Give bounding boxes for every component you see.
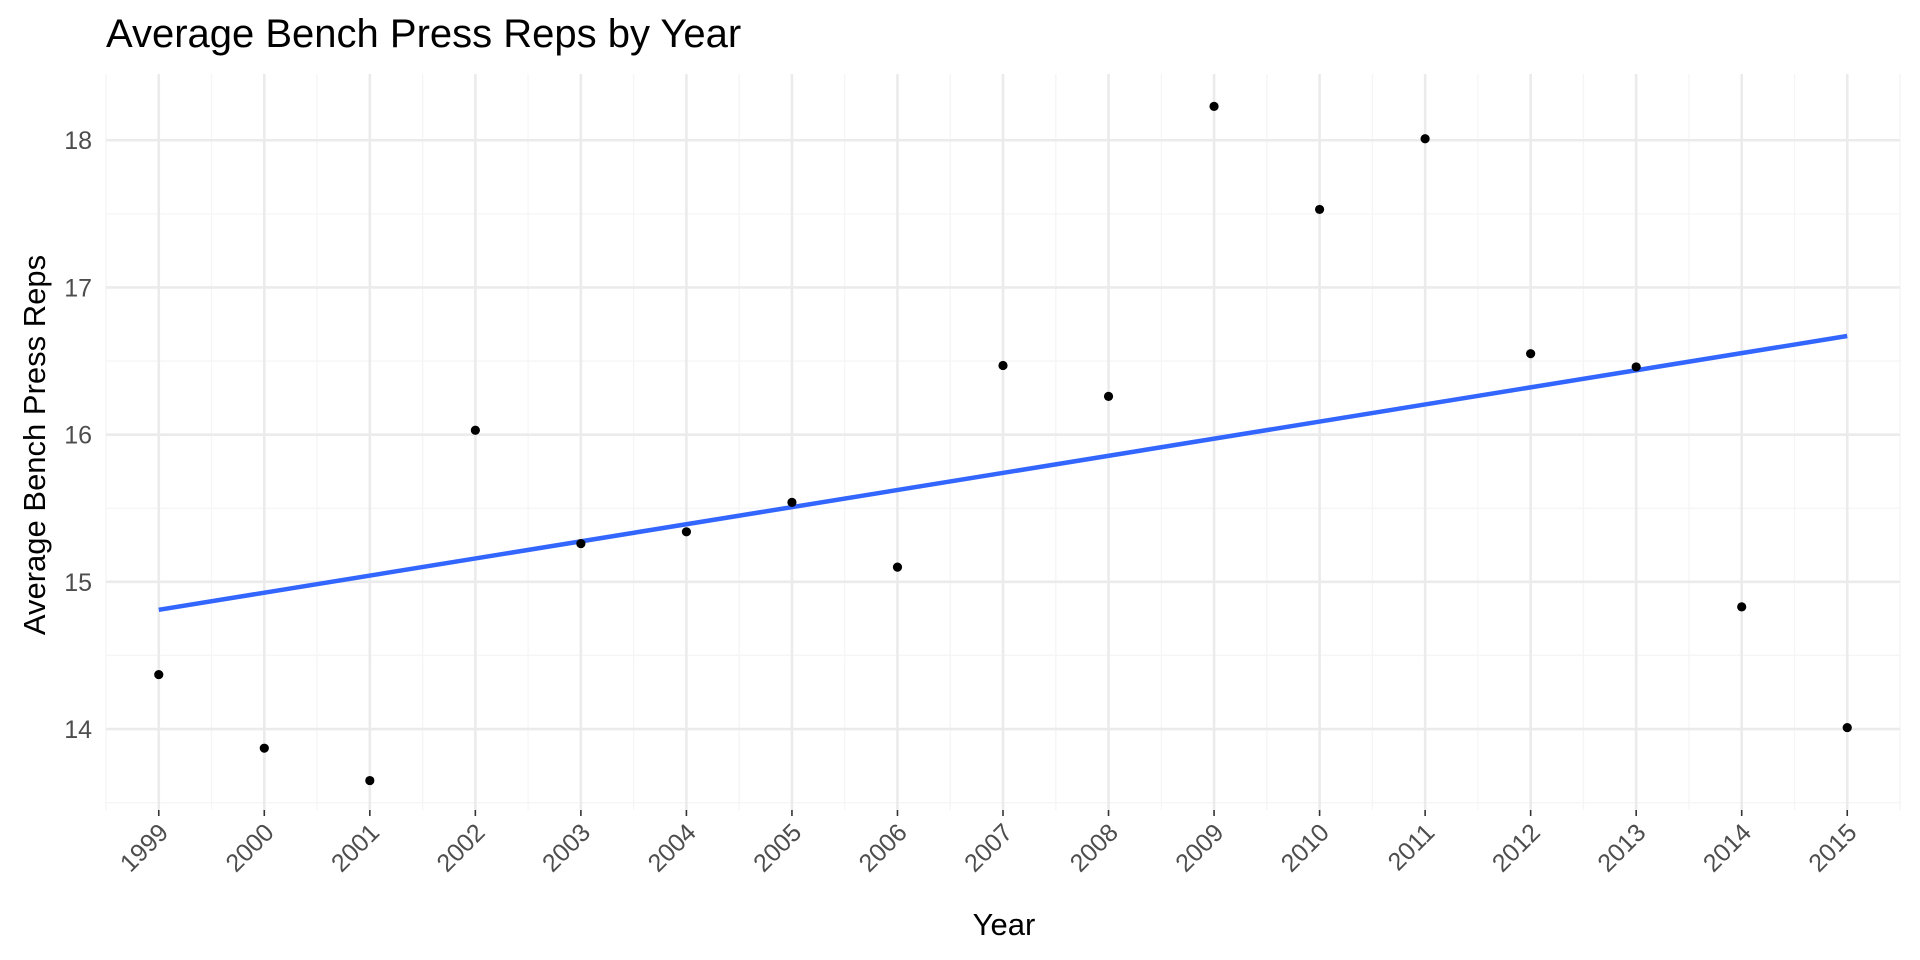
data-points bbox=[154, 101, 1852, 786]
x-tick-label-2011: 2011 bbox=[1383, 818, 1441, 876]
x-tick-label-2006: 2006 bbox=[854, 818, 913, 877]
x-tick-label-2004: 2004 bbox=[643, 818, 702, 877]
x-tick-label-2001: 2001 bbox=[326, 818, 385, 877]
data-point-2010 bbox=[1314, 204, 1325, 215]
data-point-2006 bbox=[892, 562, 903, 572]
x-tick-label-2015: 2015 bbox=[1803, 818, 1862, 877]
x-tick-label-1999: 1999 bbox=[115, 818, 174, 877]
data-point-2013 bbox=[1631, 362, 1641, 372]
y-axis-title: Average Bench Press Reps bbox=[17, 255, 52, 635]
data-point-2008 bbox=[1103, 391, 1114, 401]
x-axis-title: Year bbox=[973, 907, 1036, 942]
chart-title: Average Bench Press Reps by Year bbox=[106, 12, 741, 56]
data-point-2003 bbox=[576, 538, 586, 549]
y-tick-label-18: 18 bbox=[64, 127, 92, 155]
x-tick-label-2000: 2000 bbox=[220, 818, 279, 877]
x-tick-label-2003: 2003 bbox=[537, 818, 596, 877]
x-tick-label-2008: 2008 bbox=[1065, 818, 1124, 877]
data-point-2015 bbox=[1842, 722, 1852, 733]
grid-minor-lines bbox=[105, 74, 1901, 810]
x-tick-label-2007: 2007 bbox=[959, 818, 1018, 877]
trend-line bbox=[158, 333, 1848, 613]
data-point-2007 bbox=[998, 360, 1008, 371]
y-tick-label-17: 17 bbox=[64, 274, 92, 302]
y-tick-label-16: 16 bbox=[64, 422, 92, 450]
y-tick-label-15: 15 bbox=[64, 569, 92, 597]
y-axis-ticks: 14 15 16 17 18 bbox=[64, 127, 92, 744]
x-tick-label-2012: 2012 bbox=[1487, 818, 1546, 877]
data-point-2001 bbox=[365, 775, 375, 786]
data-point-2004 bbox=[681, 527, 692, 537]
x-tick-label-2009: 2009 bbox=[1170, 818, 1229, 877]
x-tick-label-2010: 2010 bbox=[1276, 818, 1335, 877]
data-point-2014 bbox=[1737, 602, 1747, 612]
x-tick-label-2005: 2005 bbox=[748, 818, 807, 877]
x-tick-label-2013: 2013 bbox=[1592, 818, 1651, 877]
grid-major-lines bbox=[106, 74, 1900, 810]
x-axis-ticks: 1999 2000 2001 2002 2003 2004 2005 2006 2007 2008… bbox=[115, 810, 1862, 878]
data-point-2000 bbox=[259, 743, 269, 753]
data-point-1999 bbox=[154, 669, 164, 680]
data-point-2009 bbox=[1209, 101, 1219, 111]
y-tick-label-14: 14 bbox=[64, 716, 92, 744]
data-point-2011 bbox=[1420, 134, 1430, 144]
x-tick-label-2002: 2002 bbox=[431, 818, 490, 877]
trend-line-layer bbox=[158, 333, 1848, 613]
data-point-2002 bbox=[470, 425, 480, 435]
x-tick-label-2014: 2014 bbox=[1698, 818, 1757, 877]
data-point-2012 bbox=[1526, 349, 1536, 359]
data-point-2005 bbox=[787, 497, 797, 507]
